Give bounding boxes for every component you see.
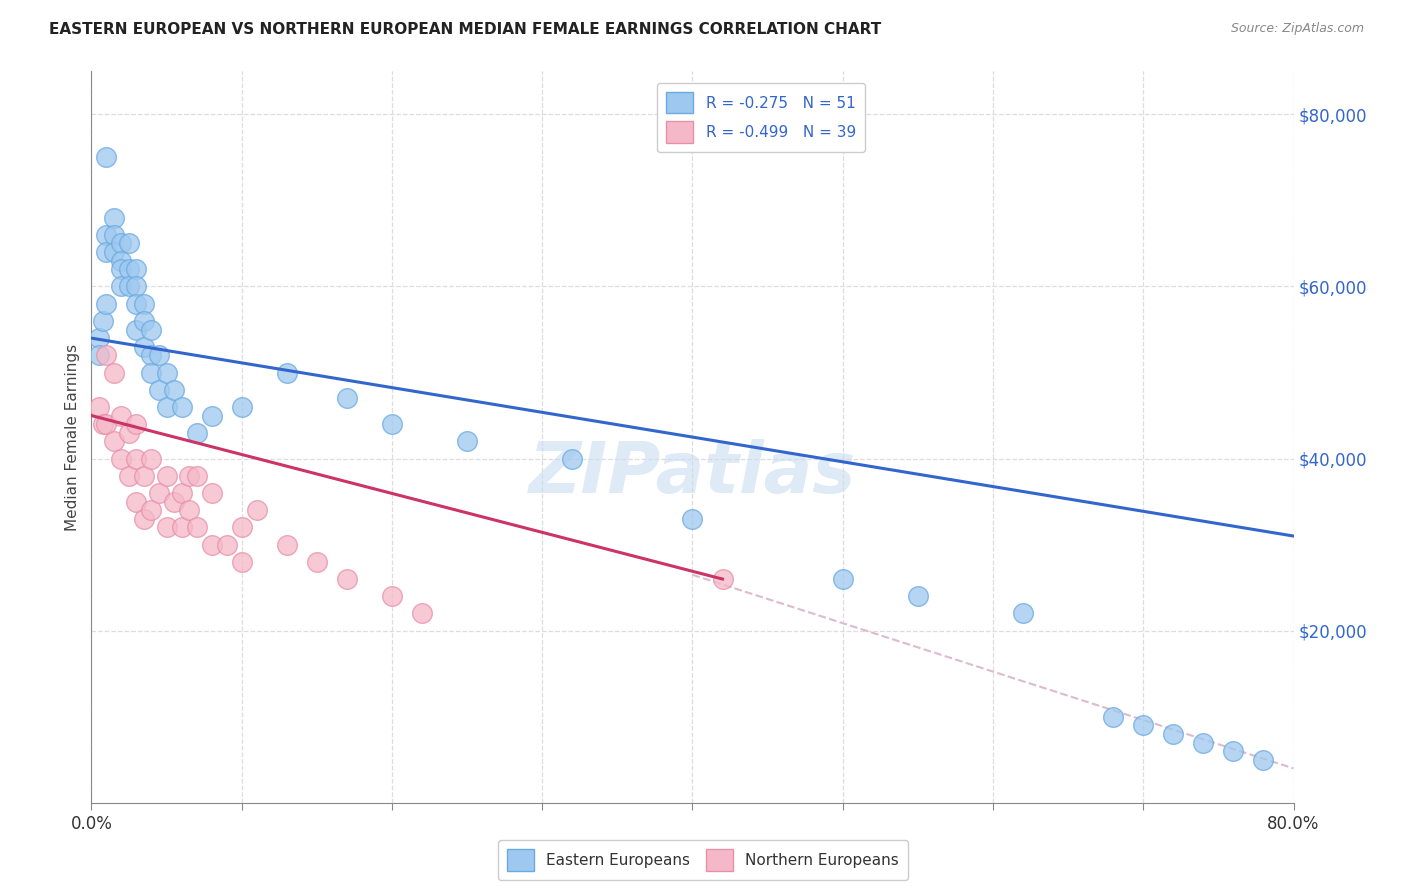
Point [163, 383, 186, 397]
Point [103, 211, 125, 225]
Point [125, 322, 148, 336]
Point [711, 572, 734, 586]
Point [155, 468, 177, 483]
Point [201, 486, 224, 500]
Point [456, 434, 478, 449]
Point [1012, 607, 1035, 621]
Point [110, 279, 132, 293]
Point [103, 227, 125, 242]
Y-axis label: Median Female Earnings: Median Female Earnings [65, 343, 80, 531]
Point [201, 538, 224, 552]
Point [155, 400, 177, 414]
Point [141, 451, 163, 466]
Point [87, 331, 110, 345]
Point [186, 468, 208, 483]
Point [186, 520, 208, 534]
Point [907, 589, 929, 603]
Legend: Eastern Europeans, Northern Europeans: Eastern Europeans, Northern Europeans [498, 840, 908, 880]
Point [110, 451, 132, 466]
Point [125, 494, 148, 508]
Point [305, 555, 328, 569]
Point [132, 340, 155, 354]
Point [96, 245, 118, 260]
Point [177, 468, 200, 483]
Point [155, 520, 177, 534]
Point [110, 409, 132, 423]
Point [141, 322, 163, 336]
Point [215, 538, 238, 552]
Point [96, 296, 118, 310]
Text: ZIPatlas: ZIPatlas [529, 439, 856, 508]
Point [103, 434, 125, 449]
Point [103, 245, 125, 260]
Point [125, 451, 148, 466]
Point [125, 279, 148, 293]
Legend: R = -0.275   N = 51, R = -0.499   N = 39: R = -0.275 N = 51, R = -0.499 N = 39 [657, 83, 865, 152]
Point [93, 314, 115, 328]
Point [148, 383, 170, 397]
Point [1253, 753, 1275, 767]
Text: Source: ZipAtlas.com: Source: ZipAtlas.com [1230, 22, 1364, 36]
Point [336, 392, 359, 406]
Point [132, 468, 155, 483]
Point [118, 468, 141, 483]
Point [276, 538, 298, 552]
Point [411, 607, 433, 621]
Point [132, 314, 155, 328]
Point [110, 253, 132, 268]
Point [87, 400, 110, 414]
Point [118, 425, 141, 440]
Point [93, 417, 115, 432]
Point [177, 503, 200, 517]
Point [336, 572, 359, 586]
Point [118, 279, 141, 293]
Point [381, 589, 404, 603]
Point [148, 348, 170, 362]
Point [186, 425, 208, 440]
Point [110, 236, 132, 251]
Point [103, 366, 125, 380]
Text: EASTERN EUROPEAN VS NORTHERN EUROPEAN MEDIAN FEMALE EARNINGS CORRELATION CHART: EASTERN EUROPEAN VS NORTHERN EUROPEAN ME… [49, 22, 882, 37]
Point [148, 486, 170, 500]
Point [1222, 744, 1244, 758]
Point [231, 520, 253, 534]
Point [118, 262, 141, 277]
Point [141, 348, 163, 362]
Point [125, 296, 148, 310]
Point [141, 366, 163, 380]
Point [381, 417, 404, 432]
Point [1161, 727, 1184, 741]
Point [276, 366, 298, 380]
Point [1192, 735, 1215, 749]
Point [96, 150, 118, 164]
Point [110, 262, 132, 277]
Point [132, 512, 155, 526]
Point [125, 262, 148, 277]
Point [96, 417, 118, 432]
Point [132, 296, 155, 310]
Point [163, 494, 186, 508]
Point [681, 512, 703, 526]
Point [96, 227, 118, 242]
Point [118, 236, 141, 251]
Point [87, 348, 110, 362]
Point [831, 572, 853, 586]
Point [561, 451, 583, 466]
Point [170, 486, 193, 500]
Point [96, 348, 118, 362]
Point [231, 400, 253, 414]
Point [155, 366, 177, 380]
Point [170, 400, 193, 414]
Point [1132, 718, 1154, 732]
Point [125, 417, 148, 432]
Point [231, 555, 253, 569]
Point [1102, 710, 1125, 724]
Point [201, 409, 224, 423]
Point [246, 503, 269, 517]
Point [170, 520, 193, 534]
Point [141, 503, 163, 517]
